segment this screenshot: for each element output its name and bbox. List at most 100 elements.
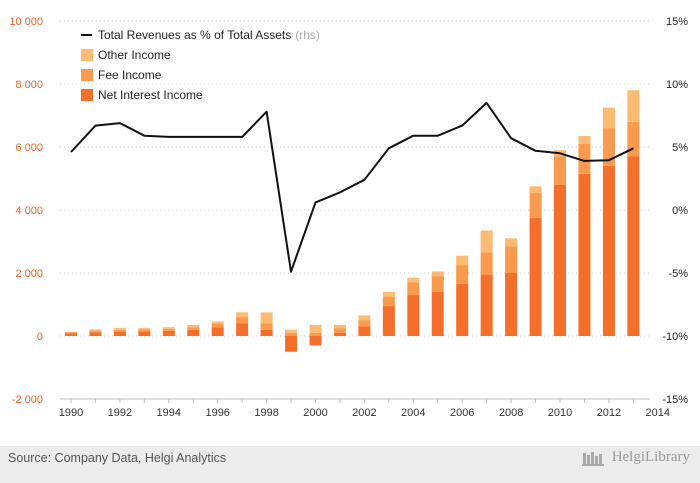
bar-fee-income: [578, 143, 591, 174]
x-tick-label: 2012: [597, 407, 621, 419]
bar-other-income: [309, 324, 322, 333]
bar-fee-income: [211, 323, 224, 328]
bar-net-interest-income: [382, 306, 395, 336]
y-right-tick-label: 5%: [672, 142, 688, 154]
bar-net-interest-income: [480, 274, 493, 336]
y-right-tick-label: -15%: [662, 394, 688, 406]
bar-other-income: [187, 324, 200, 328]
brand-logo: HelgiLibrary: [581, 449, 690, 466]
bar-net-interest-income: [358, 326, 371, 336]
y-left-tick-label: 0: [37, 331, 43, 343]
bar-fee-income: [89, 330, 102, 333]
bar-other-income: [456, 255, 469, 266]
bar-net-interest-income: [309, 336, 322, 346]
bar-net-interest-income: [407, 295, 420, 336]
bar-other-income: [480, 230, 493, 253]
bar-net-interest-income: [89, 332, 102, 336]
source-note: Source: Company Data, Helgi Analytics: [8, 451, 227, 465]
bar-other-income: [578, 135, 591, 144]
bar-fee-income: [358, 320, 371, 327]
bar-net-interest-income: [431, 291, 444, 336]
legend-label: Fee Income: [98, 68, 162, 82]
bar-other-income: [333, 324, 346, 329]
bar-fee-income: [113, 329, 126, 332]
bar-net-interest-income: [602, 165, 615, 336]
bar-other-income: [138, 328, 151, 330]
legend-square-swatch: [81, 49, 93, 61]
y-right-tick-label: 15%: [666, 16, 688, 28]
bar-fee-income: [431, 276, 444, 292]
bar-net-interest-income: [211, 327, 224, 336]
bar-other-income: [236, 312, 249, 318]
bar-fee-income: [505, 246, 518, 273]
bar-other-income: [285, 329, 298, 333]
bar-fee-income: [285, 332, 298, 336]
x-tick-label: 1998: [254, 407, 278, 419]
bar-other-income: [529, 186, 542, 193]
x-tick-label: 2002: [352, 407, 376, 419]
y-right-tick-label: -10%: [662, 331, 688, 343]
legend-label: Net Interest Income: [98, 88, 203, 102]
bar-other-income: [65, 331, 77, 333]
x-tick-label: 1996: [205, 407, 229, 419]
bar-fee-income: [382, 296, 395, 307]
bar-other-income: [407, 277, 420, 283]
bar-fee-income: [309, 332, 322, 336]
bar-fee-income: [138, 329, 151, 332]
bar-net-interest-income: [578, 173, 591, 336]
bar-fee-income: [480, 252, 493, 275]
bar-other-income: [505, 238, 518, 247]
bar-other-income: [260, 312, 273, 324]
library-icon: [581, 451, 604, 466]
bar-net-interest-income: [162, 330, 175, 336]
bar-other-income: [627, 90, 640, 122]
y-left-tick-label: 4 000: [15, 205, 43, 217]
x-tick-label: 2014: [646, 407, 670, 419]
bar-fee-income: [236, 317, 249, 324]
brand-name: HelgiLibrary: [611, 449, 690, 465]
x-tick-label: 2000: [303, 407, 327, 419]
legend-label: Other Income: [98, 48, 171, 62]
bar-net-interest-income: [554, 184, 566, 336]
bar-fee-income: [529, 192, 542, 218]
y-left-tick-label: 2 000: [15, 268, 43, 280]
bar-fee-income: [602, 128, 615, 166]
bar-fee-income: [407, 282, 420, 296]
bar-other-income: [602, 107, 615, 129]
bar-other-income: [162, 327, 175, 329]
bar-fee-income: [65, 332, 77, 334]
y-left-tick-label: 10 000: [9, 16, 43, 28]
x-tick-label: 1990: [59, 407, 83, 419]
footer-bar: Source: Company Data, Helgi Analytics He…: [0, 446, 700, 483]
y-left-tick-label: 6 000: [15, 142, 43, 154]
bar-other-income: [211, 321, 224, 324]
bar-other-income: [358, 315, 371, 321]
bar-net-interest-income: [505, 273, 518, 336]
bar-net-interest-income: [627, 156, 640, 336]
legend-square-swatch: [81, 69, 93, 81]
bar-fee-income: [162, 328, 175, 331]
y-right-tick-label: 10%: [666, 79, 688, 91]
bar-fee-income: [456, 265, 469, 285]
legend-suffix: (rhs): [295, 28, 320, 42]
bar-net-interest-income: [529, 217, 542, 336]
y-left-tick-label: -2 000: [12, 394, 43, 406]
bar-other-income: [89, 329, 102, 331]
y-left-tick-label: 8 000: [15, 79, 43, 91]
y-right-tick-label: 0%: [672, 205, 688, 217]
legend-label: Total Revenues as % of Total Assets: [98, 28, 291, 42]
x-tick-label: 2008: [499, 407, 523, 419]
bar-net-interest-income: [260, 329, 273, 336]
x-tick-label: 1992: [108, 407, 132, 419]
bar-net-interest-income: [187, 329, 200, 336]
bar-net-interest-income: [113, 331, 126, 336]
bar-net-interest-income: [456, 284, 469, 336]
bar-other-income: [113, 328, 126, 330]
chart-canvas: -2 000 0 2 000 4 000 6 000 8 000 10 000 -15% -10…: [9, 16, 688, 419]
x-tick-label: 1994: [157, 407, 181, 419]
bar-net-interest-income: [333, 332, 346, 336]
bar-fee-income: [260, 323, 273, 330]
bar-fee-income: [187, 327, 200, 330]
bar-net-interest-income: [285, 336, 298, 352]
